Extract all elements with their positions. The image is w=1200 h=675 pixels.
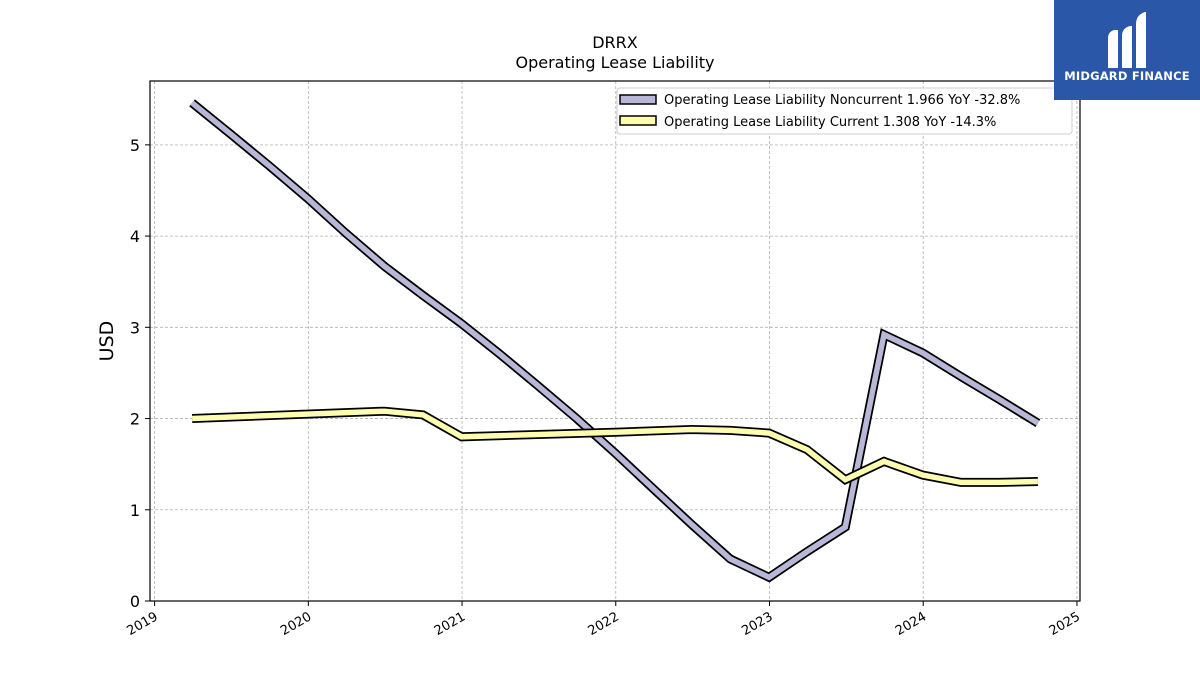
x-tick-label: 2019 bbox=[124, 609, 160, 639]
y-tick-label: 0 bbox=[130, 592, 140, 611]
brand-name: MIDGARD FINANCE bbox=[1064, 69, 1190, 83]
x-tick-label: 2023 bbox=[739, 609, 775, 639]
legend-label-current: Operating Lease Liability Current 1.308 … bbox=[664, 115, 996, 130]
legend-box bbox=[616, 87, 1073, 135]
x-tick-label: 2025 bbox=[1047, 609, 1083, 639]
series-line-noncurrent bbox=[190, 100, 1040, 581]
chart-title: DRRX bbox=[592, 33, 638, 52]
y-tick-label: 5 bbox=[130, 136, 140, 155]
chart-subtitle: Operating Lease Liability bbox=[515, 53, 714, 72]
y-tick-label: 2 bbox=[130, 410, 140, 429]
series-line-current bbox=[191, 408, 1038, 486]
x-tick-label: 2022 bbox=[586, 609, 622, 639]
axis-ticks: 0 1 2 3 4 5 2019 2020 2021 2022 2023 2024 2025 bbox=[124, 136, 1082, 639]
series-outline-noncurrent bbox=[189, 99, 1041, 583]
y-tick-label: 4 bbox=[130, 227, 140, 246]
x-tick-label: 2021 bbox=[432, 609, 468, 639]
plot-frame bbox=[149, 80, 1081, 602]
legend-swatch-current bbox=[619, 115, 657, 126]
brand-mark-icon bbox=[1108, 12, 1146, 68]
legend-label-noncurrent: Operating Lease Liability Noncurrent 1.9… bbox=[664, 93, 1020, 108]
legend-swatch-noncurrent bbox=[619, 94, 657, 105]
y-tick-label: 3 bbox=[130, 318, 140, 337]
legend: Operating Lease Liability Noncurrent 1.9… bbox=[616, 87, 1073, 135]
x-tick-label: 2024 bbox=[893, 609, 929, 639]
y-axis-label: USD bbox=[96, 321, 118, 362]
brand-logo: MIDGARD FINANCE bbox=[1054, 0, 1200, 100]
grid-lines bbox=[150, 81, 1080, 602]
series-lines bbox=[189, 99, 1041, 583]
x-tick-label: 2020 bbox=[278, 609, 314, 639]
y-tick-label: 1 bbox=[130, 501, 140, 520]
